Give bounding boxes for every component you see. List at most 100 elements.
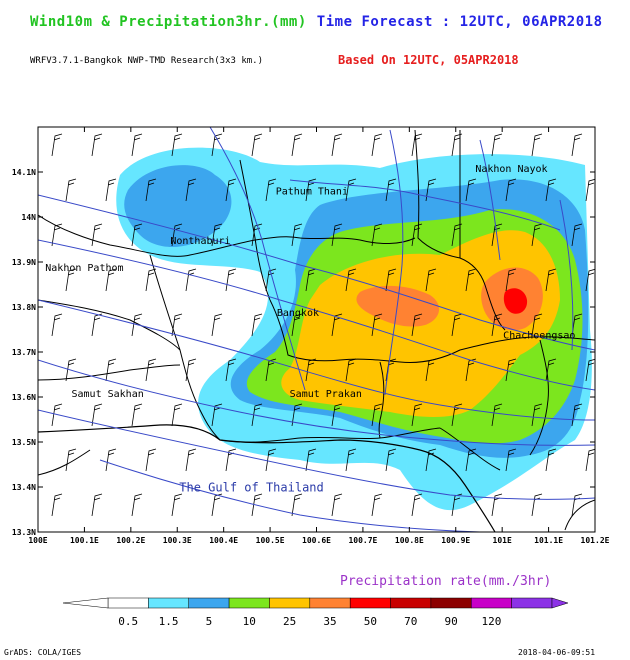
legend-swatch bbox=[471, 597, 512, 609]
axis-ticks: 100E 100.1E 100.2E 100.3E 100.4E 100.5E 100.6E… bbox=[12, 127, 610, 545]
legend-label: 70 bbox=[404, 615, 417, 628]
wind-barb bbox=[545, 448, 557, 472]
legend-label: 25 bbox=[283, 615, 296, 628]
wind-barb bbox=[171, 403, 183, 427]
lat-tick-label: 14N bbox=[22, 213, 37, 222]
wind-barb bbox=[131, 133, 143, 157]
lon-tick-label: 101.2E bbox=[581, 536, 610, 545]
wind-barb bbox=[171, 493, 183, 517]
wind-barb bbox=[531, 493, 543, 517]
wind-barb bbox=[465, 268, 477, 292]
province-boundaries bbox=[38, 129, 595, 471]
wind-barb bbox=[251, 403, 263, 427]
wind-barb bbox=[251, 313, 263, 337]
wind-barb bbox=[185, 358, 197, 382]
lon-tick-label: 100.7E bbox=[348, 536, 377, 545]
wind-barb bbox=[545, 178, 557, 202]
lat-tick-label: 14.1N bbox=[12, 168, 36, 177]
wind-barb bbox=[345, 268, 357, 292]
wind-barb bbox=[465, 358, 477, 382]
gulf-of-thailand-label: The Gulf of Thailand bbox=[179, 481, 324, 495]
wind-barb bbox=[571, 133, 583, 157]
wind-barb bbox=[305, 268, 317, 292]
wind-barb bbox=[385, 448, 397, 472]
lat-tick-label: 13.5N bbox=[12, 438, 36, 447]
wind-barb bbox=[91, 133, 103, 157]
wind-barb bbox=[585, 358, 595, 382]
wind-barb bbox=[345, 448, 357, 472]
wind-barb bbox=[65, 178, 77, 202]
wind-barb bbox=[411, 313, 423, 337]
legend-label: 50 bbox=[364, 615, 377, 628]
place-label: Nakhon Pathom bbox=[45, 263, 123, 274]
lon-tick-label: 100.9E bbox=[441, 536, 470, 545]
wind-barb bbox=[371, 403, 383, 427]
wind-barb bbox=[251, 133, 263, 157]
wind-barb bbox=[385, 178, 397, 202]
wind-barb bbox=[571, 223, 583, 247]
wind-barb bbox=[411, 403, 423, 427]
legend-label: 1.5 bbox=[159, 615, 179, 628]
place-labels: Nakhon Nayok Pathum Thani Nonthaburi Nakhon… bbox=[45, 164, 575, 400]
wind-barb bbox=[291, 223, 303, 247]
lat-tick-label: 13.9N bbox=[12, 258, 36, 267]
wind-barb bbox=[91, 403, 103, 427]
legend-swatch bbox=[269, 597, 311, 609]
wind-barb bbox=[531, 313, 543, 337]
wind-barb bbox=[531, 223, 543, 247]
legend-label: 90 bbox=[444, 615, 457, 628]
wind-barb bbox=[211, 493, 223, 517]
place-label: Nonthaburi bbox=[170, 236, 230, 247]
wind-barb bbox=[225, 268, 237, 292]
lon-tick-label: 100.1E bbox=[70, 536, 99, 545]
lon-tick-label: 100.8E bbox=[395, 536, 424, 545]
wind-barb bbox=[451, 313, 463, 337]
wind-barb bbox=[171, 133, 183, 157]
legend-swatch bbox=[148, 597, 189, 609]
coastline-west bbox=[38, 449, 91, 476]
wind-barb bbox=[171, 313, 183, 337]
wind-barb bbox=[425, 178, 437, 202]
legend-label: 120 bbox=[482, 615, 502, 628]
wind-barb bbox=[51, 403, 63, 427]
wind-barb bbox=[545, 268, 557, 292]
wind-barb bbox=[51, 133, 63, 157]
legend-arrow-left bbox=[62, 597, 109, 609]
wind-barb bbox=[251, 493, 263, 517]
wind-barb bbox=[491, 223, 503, 247]
wind-barb bbox=[65, 358, 77, 382]
lon-tick-label: 100.5E bbox=[256, 536, 285, 545]
wind-barb bbox=[65, 268, 77, 292]
lon-tick-label: 100E bbox=[28, 536, 47, 545]
lon-tick-label: 100.6E bbox=[302, 536, 331, 545]
wind-barb bbox=[585, 448, 595, 472]
wind-barb bbox=[105, 268, 117, 292]
wind-barb bbox=[505, 178, 517, 202]
streamlines bbox=[38, 127, 595, 532]
legend-swatch bbox=[107, 597, 149, 609]
legend-swatch bbox=[430, 597, 472, 609]
legend-label: 10 bbox=[243, 615, 256, 628]
lat-tick-label: 13.4N bbox=[12, 483, 36, 492]
model-subtitle: WRFV3.7.1-Bangkok NWP-TMD Research(3x3 k… bbox=[30, 56, 263, 66]
wind-barb bbox=[291, 493, 303, 517]
legend-swatch bbox=[511, 597, 553, 609]
wind-barb bbox=[305, 448, 317, 472]
wind-barb bbox=[91, 493, 103, 517]
wind-barb bbox=[91, 223, 103, 247]
wind-barb bbox=[91, 313, 103, 337]
wind-barb bbox=[451, 493, 463, 517]
wind-barb bbox=[585, 178, 595, 202]
wind-barb bbox=[225, 358, 237, 382]
wind-barb bbox=[105, 448, 117, 472]
title-variable: Wind10m & Precipitation3hr.(mm) bbox=[30, 14, 307, 30]
place-label: Chachoengsao bbox=[503, 331, 575, 342]
legend-swatch bbox=[349, 597, 391, 609]
wind-barb bbox=[505, 268, 517, 292]
legend-swatch bbox=[390, 597, 432, 609]
wind-barb bbox=[305, 178, 317, 202]
wind-barb bbox=[585, 268, 595, 292]
wind-barb bbox=[265, 448, 277, 472]
lon-tick-label: 101E bbox=[493, 536, 512, 545]
